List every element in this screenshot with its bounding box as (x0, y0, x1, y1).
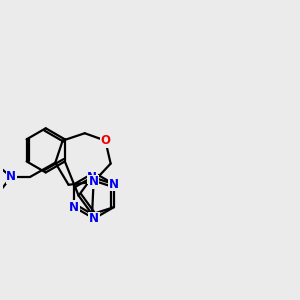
Text: N: N (89, 212, 99, 225)
Text: N: N (109, 178, 119, 191)
Text: N: N (69, 201, 79, 214)
Text: N: N (6, 170, 16, 183)
Text: O: O (100, 134, 110, 147)
Text: N: N (87, 171, 97, 184)
Text: N: N (88, 175, 99, 188)
